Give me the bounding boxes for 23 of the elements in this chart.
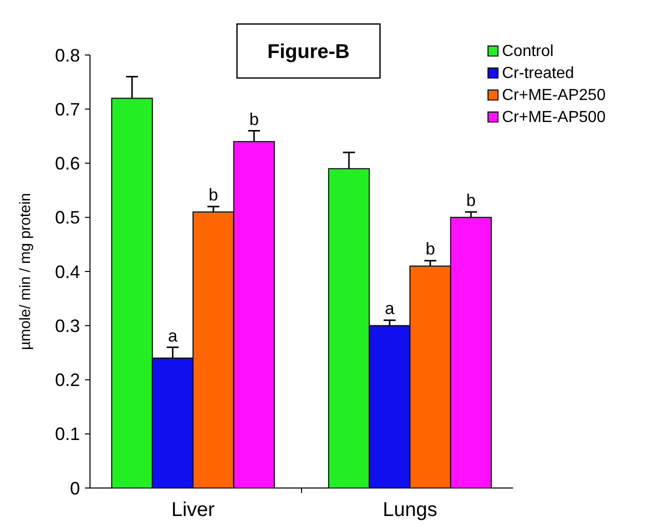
y-tick-label: 0.1 xyxy=(54,424,80,444)
data-label: b xyxy=(426,240,436,259)
y-tick-label: 0.3 xyxy=(54,316,80,336)
x-tick-label: Liver xyxy=(171,499,216,521)
data-label: a xyxy=(168,326,178,346)
chart-title: Figure-B xyxy=(267,41,350,63)
legend-label: Cr+ME-AP250 xyxy=(502,87,606,104)
data-label: a xyxy=(384,299,395,318)
y-tick-label: 0.4 xyxy=(54,262,80,282)
y-tick-label: 0.6 xyxy=(54,154,80,174)
data-label: b xyxy=(466,190,476,210)
y-tick-label: 0 xyxy=(70,478,80,498)
y-tick-label: 0.5 xyxy=(54,208,80,228)
y-tick-label: 0.7 xyxy=(54,99,80,120)
data-label: b xyxy=(208,186,218,205)
x-tick-label: Lungs xyxy=(382,499,438,521)
y-tick-label: 0.8 xyxy=(54,45,80,66)
y-tick-label: 0.2 xyxy=(54,370,80,390)
legend-label: Cr-treated xyxy=(502,65,574,82)
data-label: b xyxy=(249,110,259,129)
y-axis-title: µmole/ min / mg protein xyxy=(17,192,34,350)
legend-label: Control xyxy=(502,43,554,60)
legend-label: Cr+ME-AP500 xyxy=(502,109,606,126)
